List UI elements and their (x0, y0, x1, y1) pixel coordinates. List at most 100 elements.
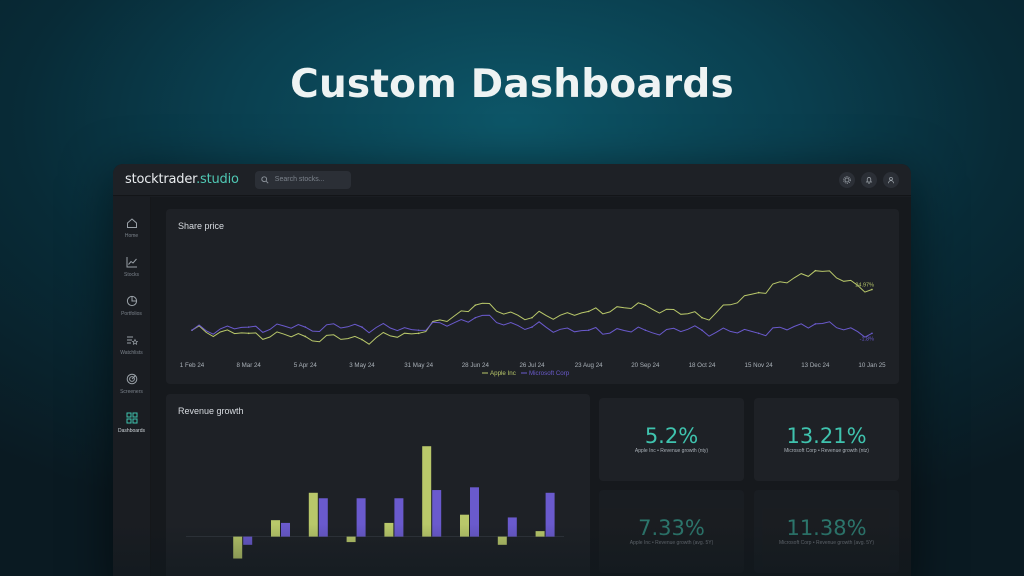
data-point[interactable] (757, 291, 760, 294)
nav-label: Dashboards (118, 428, 145, 434)
nav-item-portfolios[interactable]: Portfolios (113, 295, 150, 328)
x-tick-label: 28 Jun 24 (462, 362, 490, 369)
bell-icon (865, 176, 873, 184)
data-point[interactable] (814, 269, 817, 272)
legend-label-apple[interactable]: Apple Inc (490, 370, 516, 377)
chart-legend: Apple Inc Microsoft Corp (482, 370, 570, 377)
series-line-apple[interactable] (191, 270, 873, 345)
stat-label: Microsoft Corp • Revenue growth (ntz) (784, 448, 869, 454)
stat-card[interactable]: 13.21% Microsoft Corp • Revenue growth (… (754, 398, 899, 481)
end-value-label: 24.97% (855, 282, 874, 288)
bar-microsoft[interactable] (281, 522, 290, 537)
bar-microsoft[interactable] (545, 492, 555, 537)
nav-label: Portfolios (121, 311, 142, 317)
brand-main: stocktrader (125, 172, 197, 187)
data-point[interactable] (757, 332, 760, 335)
nav-item-watchlists[interactable]: Watchlists (113, 334, 150, 367)
bar-apple[interactable] (308, 492, 318, 537)
data-point[interactable] (587, 329, 590, 331)
stat-label: Apple Inc • Revenue growth (nty) (634, 448, 709, 454)
series-line-microsoft[interactable] (191, 314, 873, 338)
data-point[interactable] (474, 304, 477, 306)
legend-label-microsoft[interactable]: Microsoft Corp (529, 370, 570, 377)
user-icon (888, 176, 894, 183)
data-point[interactable] (701, 329, 703, 331)
dashboard-icon (126, 412, 137, 424)
data-point[interactable] (417, 329, 420, 331)
bar-microsoft[interactable] (318, 498, 328, 537)
home-icon (126, 218, 137, 228)
stat-value: 5.2% (644, 424, 699, 448)
settings-button[interactable] (839, 171, 855, 188)
data-point[interactable] (304, 335, 307, 338)
data-point[interactable] (644, 329, 647, 331)
x-tick-label: 10 Jan 25 (858, 362, 886, 369)
data-point[interactable] (361, 326, 363, 328)
x-tick-label: 23 Aug 24 (575, 362, 603, 369)
x-tick-label: 13 Dec 24 (801, 362, 830, 369)
data-point[interactable] (701, 316, 703, 319)
stat-card[interactable]: 7.33% Apple Inc • Revenue growth (avg. 5… (599, 490, 744, 573)
screener-icon (126, 373, 137, 385)
bar-apple[interactable] (384, 522, 394, 537)
data-point[interactable] (587, 310, 590, 313)
share-price-chart[interactable]: 1 Feb 24 8 Mar 24 5 Apr 24 3 May 24 31 May 2… (166, 209, 899, 384)
bar-apple[interactable] (497, 536, 507, 545)
brand-dot: . (196, 172, 201, 187)
hero-title: Custom Dashboards (290, 62, 734, 107)
x-tick-label: 3 May 24 (349, 362, 375, 369)
data-point[interactable] (531, 326, 533, 328)
bar-microsoft[interactable] (470, 487, 479, 537)
data-point[interactable] (531, 316, 533, 319)
bar-microsoft[interactable] (507, 517, 517, 537)
search-placeholder: Search stocks... (274, 176, 325, 183)
nav-item-home[interactable]: Home (113, 217, 150, 250)
data-point[interactable] (814, 323, 817, 325)
revenue-growth-chart[interactable]: 1 Jan 1520162017201820192020202120222023… (166, 394, 590, 576)
card-title: Revenue growth (178, 406, 244, 416)
bar-apple[interactable] (535, 531, 545, 537)
bar-microsoft[interactable] (356, 498, 366, 537)
bar-apple[interactable] (422, 446, 432, 537)
nav-label: Home (124, 233, 139, 239)
brand-accent: studio (200, 172, 239, 187)
data-point[interactable] (417, 332, 420, 335)
brand-logo[interactable]: stocktrader.studio (125, 172, 239, 187)
nav-item-dashboards[interactable]: Dashboards (113, 412, 150, 445)
data-point[interactable] (474, 316, 477, 319)
bar-microsoft[interactable] (243, 536, 253, 545)
stat-value: 13.21% (786, 424, 867, 448)
nav-item-screeners[interactable]: Screeners (113, 373, 150, 406)
data-point[interactable] (247, 332, 250, 335)
data-point[interactable] (304, 326, 307, 328)
nav-label: Screeners (120, 389, 143, 395)
bar-microsoft[interactable] (394, 498, 404, 537)
top-bar: stocktrader.studio Search stocks... (113, 164, 911, 196)
data-point[interactable] (247, 326, 250, 328)
x-tick-label: 18 Oct 24 (689, 362, 716, 369)
stat-value: 11.38% (786, 516, 867, 540)
data-point[interactable] (361, 338, 363, 341)
revenue-growth-card: Revenue growth 1 Jan 1520162017201820192… (166, 394, 590, 576)
stat-label: Microsoft Corp • Revenue growth (avg. 5Y… (778, 540, 875, 546)
data-point[interactable] (644, 304, 647, 306)
end-value-label: -1.8% (860, 336, 874, 342)
profile-button[interactable] (883, 171, 899, 188)
app-window: stocktrader.studio Search stocks... Home… (113, 164, 911, 576)
stat-card[interactable]: 11.38% Microsoft Corp • Revenue growth (… (754, 490, 899, 573)
x-tick-label: 1 Feb 24 (180, 362, 205, 369)
data-point[interactable] (871, 288, 873, 291)
share-price-card: Share price 1 Feb 24 8 Mar 24 5 Apr 24 3 Ma… (166, 209, 899, 384)
notifications-button[interactable] (861, 171, 877, 188)
bar-apple[interactable] (460, 514, 469, 537)
bar-apple[interactable] (271, 520, 280, 537)
search-input[interactable]: Search stocks... (254, 170, 351, 189)
stat-card[interactable]: 5.2% Apple Inc • Revenue growth (nty) (599, 398, 744, 481)
bar-apple[interactable] (233, 536, 243, 559)
data-point[interactable] (871, 332, 873, 335)
data-point[interactable] (191, 329, 193, 331)
bar-microsoft[interactable] (432, 490, 442, 537)
x-tick-label: 8 Mar 24 (236, 362, 261, 369)
nav-item-stocks[interactable]: Stocks (113, 256, 150, 289)
bar-apple[interactable] (346, 536, 356, 543)
